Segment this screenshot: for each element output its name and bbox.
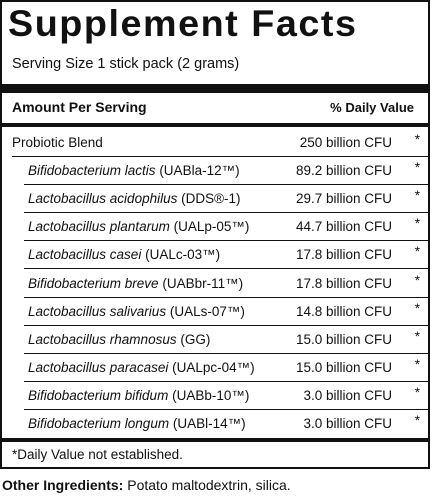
strain-row: Lactobacillus salivarius (UALs-07™) 14.8 … [2, 298, 428, 326]
strain-name: Lactobacillus casei (UALc-03™) [28, 246, 220, 263]
strain-name: Lactobacillus plantarum (UALp-05™) [28, 218, 249, 235]
strain-code: (UALs-07™) [166, 303, 245, 319]
strain-code: (GG) [176, 331, 211, 347]
strain-amount: 17.8 billion CFU [295, 275, 392, 291]
other-ingredients-label: Other Ingredients: [2, 477, 124, 493]
strain-species: Bifidobacterium bifidum [28, 387, 169, 403]
strain-code: (UABl-14™) [169, 416, 246, 431]
strain-row: Bifidobacterium bifidum (UABb-10™) 3.0 bi… [2, 382, 428, 410]
daily-value-mark: * [414, 272, 420, 288]
row-divider [24, 184, 428, 186]
strain-species: Lactobacillus rhamnosus [28, 331, 177, 347]
strain-row: Bifidobacterium longum (UABl-14™) 3.0 bil… [2, 410, 428, 438]
row-divider [24, 212, 428, 214]
strain-amount: 89.2 billion CFU [295, 163, 392, 179]
row-divider [24, 380, 428, 382]
strain-row: Lactobacillus casei (UALc-03™) 17.8 billi… [2, 241, 428, 270]
other-ingredients: Other Ingredients: Potato maltodextrin, … [2, 477, 291, 493]
strain-row: Lactobacillus acidophilus (DDS®-1) 29.7 b… [2, 185, 428, 214]
daily-value-footnote: *Daily Value not established. [12, 447, 183, 462]
row-divider [24, 296, 428, 298]
strain-row: Bifidobacterium breve (UABbr-11™) 17.8 bi… [2, 270, 428, 298]
daily-value-mark: * [414, 300, 420, 316]
daily-value-mark: * [414, 188, 420, 204]
row-divider [24, 408, 428, 410]
strain-amount: 29.7 billion CFU [295, 191, 392, 207]
row-divider [24, 324, 428, 326]
strain-name: Bifidobacterium bifidum (UABb-10™) [28, 387, 249, 404]
daily-value-header: % Daily Value [330, 100, 414, 115]
strain-row: Lactobacillus paracasei (UALpc-04™) 15.0 … [2, 354, 428, 382]
daily-value-mark: * [414, 384, 420, 400]
strain-code: (UABla-12™) [155, 163, 240, 179]
strain-row: Bifidobacterium lactis (UABla-12™) 89.2 b… [2, 157, 428, 186]
strain-row: Lactobacillus plantarum (UALp-05™) 44.7 b… [2, 213, 428, 242]
row-divider [24, 352, 428, 354]
strain-code: (UALc-03™) [141, 247, 221, 263]
daily-value-mark: * [414, 413, 420, 428]
thick-divider-top [2, 84, 428, 93]
strain-name: Lactobacillus rhamnosus (GG) [28, 331, 210, 348]
strain-code: (DDS®-1) [177, 191, 241, 207]
strain-species: Lactobacillus casei [28, 247, 142, 263]
thick-divider-header [2, 123, 428, 127]
serving-size: Serving Size 1 stick pack (2 grams) [12, 56, 240, 72]
strain-name: Bifidobacterium longum (UABl-14™) [28, 415, 246, 432]
strain-code: (UABbr-11™) [158, 275, 244, 291]
strain-name: Bifidobacterium lactis (UABla-12™) [28, 162, 240, 179]
strain-species: Bifidobacterium lactis [28, 163, 156, 179]
strain-name: Lactobacillus salivarius (UALs-07™) [28, 303, 245, 320]
strain-species: Lactobacillus salivarius [28, 303, 167, 319]
strain-species: Lactobacillus paracasei [28, 359, 169, 375]
strain-amount: 3.0 billion CFU [303, 416, 392, 431]
daily-value-mark: * [414, 132, 420, 147]
supplement-facts-panel: Supplement Facts Serving Size 1 stick pa… [0, 0, 430, 469]
blend-name: Probiotic Blend [12, 135, 103, 150]
row-divider [24, 240, 428, 242]
strain-species: Lactobacillus acidophilus [28, 191, 178, 207]
daily-value-mark: * [414, 328, 420, 344]
strain-name: Lactobacillus paracasei (UALpc-04™) [28, 359, 255, 376]
strain-code: (UALpc-04™) [168, 359, 255, 375]
strain-name: Lactobacillus acidophilus (DDS®-1) [28, 190, 241, 207]
strain-species: Bifidobacterium breve [28, 275, 159, 291]
strain-amount: 3.0 billion CFU [303, 387, 392, 403]
daily-value-mark: * [414, 244, 420, 260]
panel-title: Supplement Facts [8, 3, 358, 44]
daily-value-mark: * [414, 160, 420, 176]
strain-amount: 15.0 billion CFU [295, 331, 392, 347]
strain-code: (UALp-05™) [169, 219, 250, 235]
strain-row: Lactobacillus rhamnosus (GG) 15.0 billion… [2, 326, 428, 354]
strain-amount: 14.8 billion CFU [295, 303, 392, 319]
daily-value-mark: * [414, 356, 420, 372]
strain-species: Bifidobacterium longum [28, 416, 170, 431]
blend-amount: 250 billion CFU [299, 135, 392, 150]
strain-amount: 17.8 billion CFU [295, 247, 392, 263]
strain-amount: 44.7 billion CFU [295, 219, 392, 235]
strain-name: Bifidobacterium breve (UABbr-11™) [28, 275, 243, 292]
blend-row: Probiotic Blend 250 billion CFU * [2, 129, 428, 158]
strain-amount: 15.0 billion CFU [295, 359, 392, 375]
amount-per-serving-header: Amount Per Serving [12, 99, 147, 115]
strain-code: (UABb-10™) [168, 387, 250, 403]
thick-divider-bottom [2, 438, 428, 442]
row-divider [24, 268, 428, 270]
other-ingredients-text: Potato maltodextrin, silica. [123, 477, 291, 493]
daily-value-mark: * [414, 216, 420, 232]
row-divider [12, 156, 428, 158]
strain-species: Lactobacillus plantarum [28, 219, 170, 235]
